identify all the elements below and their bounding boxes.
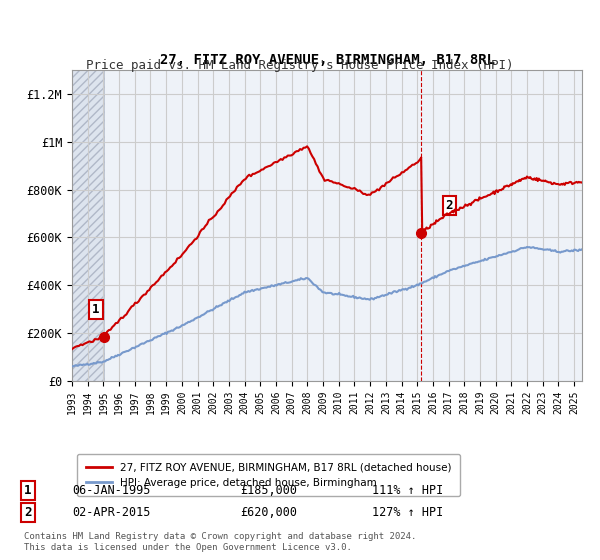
Text: 2: 2 bbox=[24, 506, 32, 519]
Text: £620,000: £620,000 bbox=[240, 506, 297, 519]
Text: 1: 1 bbox=[24, 484, 32, 497]
Title: 27, FITZ ROY AVENUE, BIRMINGHAM, B17 8RL: 27, FITZ ROY AVENUE, BIRMINGHAM, B17 8RL bbox=[160, 53, 494, 67]
Text: Contains HM Land Registry data © Crown copyright and database right 2024.
This d: Contains HM Land Registry data © Crown c… bbox=[24, 532, 416, 552]
Bar bbox=[72, 70, 104, 381]
Legend: 27, FITZ ROY AVENUE, BIRMINGHAM, B17 8RL (detached house), HPI: Average price, d: 27, FITZ ROY AVENUE, BIRMINGHAM, B17 8RL… bbox=[77, 454, 460, 496]
Text: £185,000: £185,000 bbox=[240, 484, 297, 497]
Text: 02-APR-2015: 02-APR-2015 bbox=[72, 506, 151, 519]
Text: 127% ↑ HPI: 127% ↑ HPI bbox=[372, 506, 443, 519]
Text: 1: 1 bbox=[92, 302, 100, 316]
Text: 111% ↑ HPI: 111% ↑ HPI bbox=[372, 484, 443, 497]
Text: 2: 2 bbox=[446, 199, 453, 212]
Text: 06-JAN-1995: 06-JAN-1995 bbox=[72, 484, 151, 497]
Text: Price paid vs. HM Land Registry's House Price Index (HPI): Price paid vs. HM Land Registry's House … bbox=[86, 59, 514, 72]
